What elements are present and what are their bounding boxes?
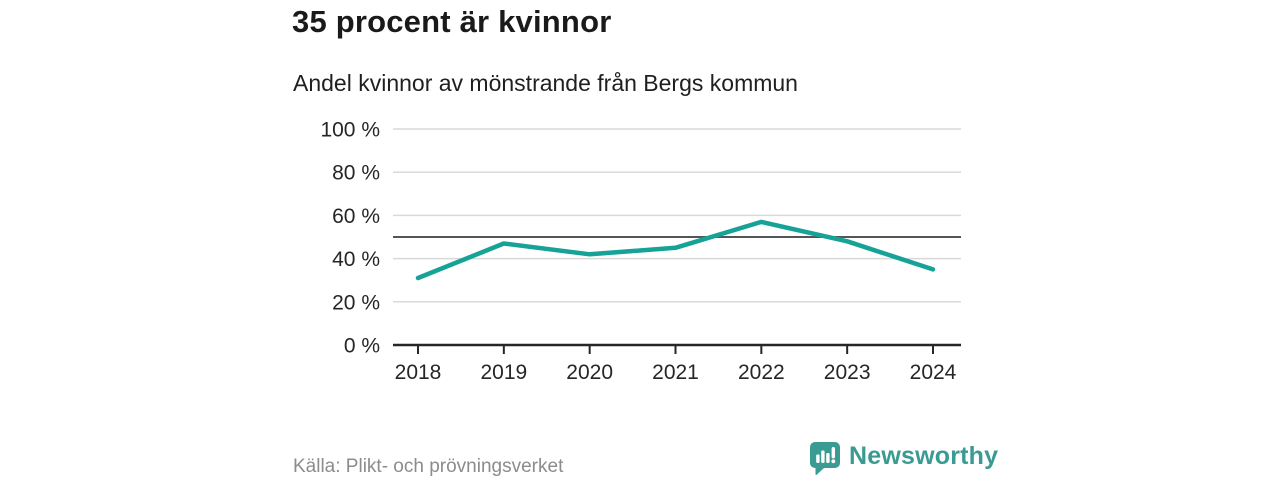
y-axis-label: 80 % (332, 162, 380, 185)
newsworthy-logo-icon (810, 442, 840, 476)
y-axis-label: 40 % (332, 248, 380, 271)
y-axis-label: 100 % (320, 119, 380, 142)
y-axis-label: 0 % (344, 335, 380, 358)
x-axis-label: 2024 (910, 361, 957, 384)
x-axis-label: 2022 (738, 361, 785, 384)
data-line-andel-kvinnor (415, 219, 936, 281)
y-axis-label: 60 % (332, 205, 380, 228)
source-note: Källa: Plikt- och prövningsverket (293, 456, 564, 477)
newsworthy-logo: Newsworthy (810, 441, 998, 476)
bar-chart-glyph (816, 447, 836, 464)
x-axis-label: 2020 (566, 361, 613, 384)
newsworthy-logo-text: Newsworthy (849, 442, 999, 470)
x-axis-label: 2023 (824, 361, 871, 384)
x-axis-label: 2021 (652, 361, 699, 384)
x-axis-label: 2019 (480, 361, 527, 384)
chart-subtitle: Andel kvinnor av mönstrande från Bergs k… (293, 70, 798, 96)
chart-title: 35 procent är kvinnor (292, 4, 612, 39)
line-chart: 0 % 20 % 40 % 60 % 80 % 100 % 2018 2019 2020 2021… (320, 119, 961, 384)
y-axis-label: 20 % (332, 291, 380, 314)
speech-bubble-shape (810, 442, 840, 476)
x-axis-label: 2018 (395, 361, 442, 384)
